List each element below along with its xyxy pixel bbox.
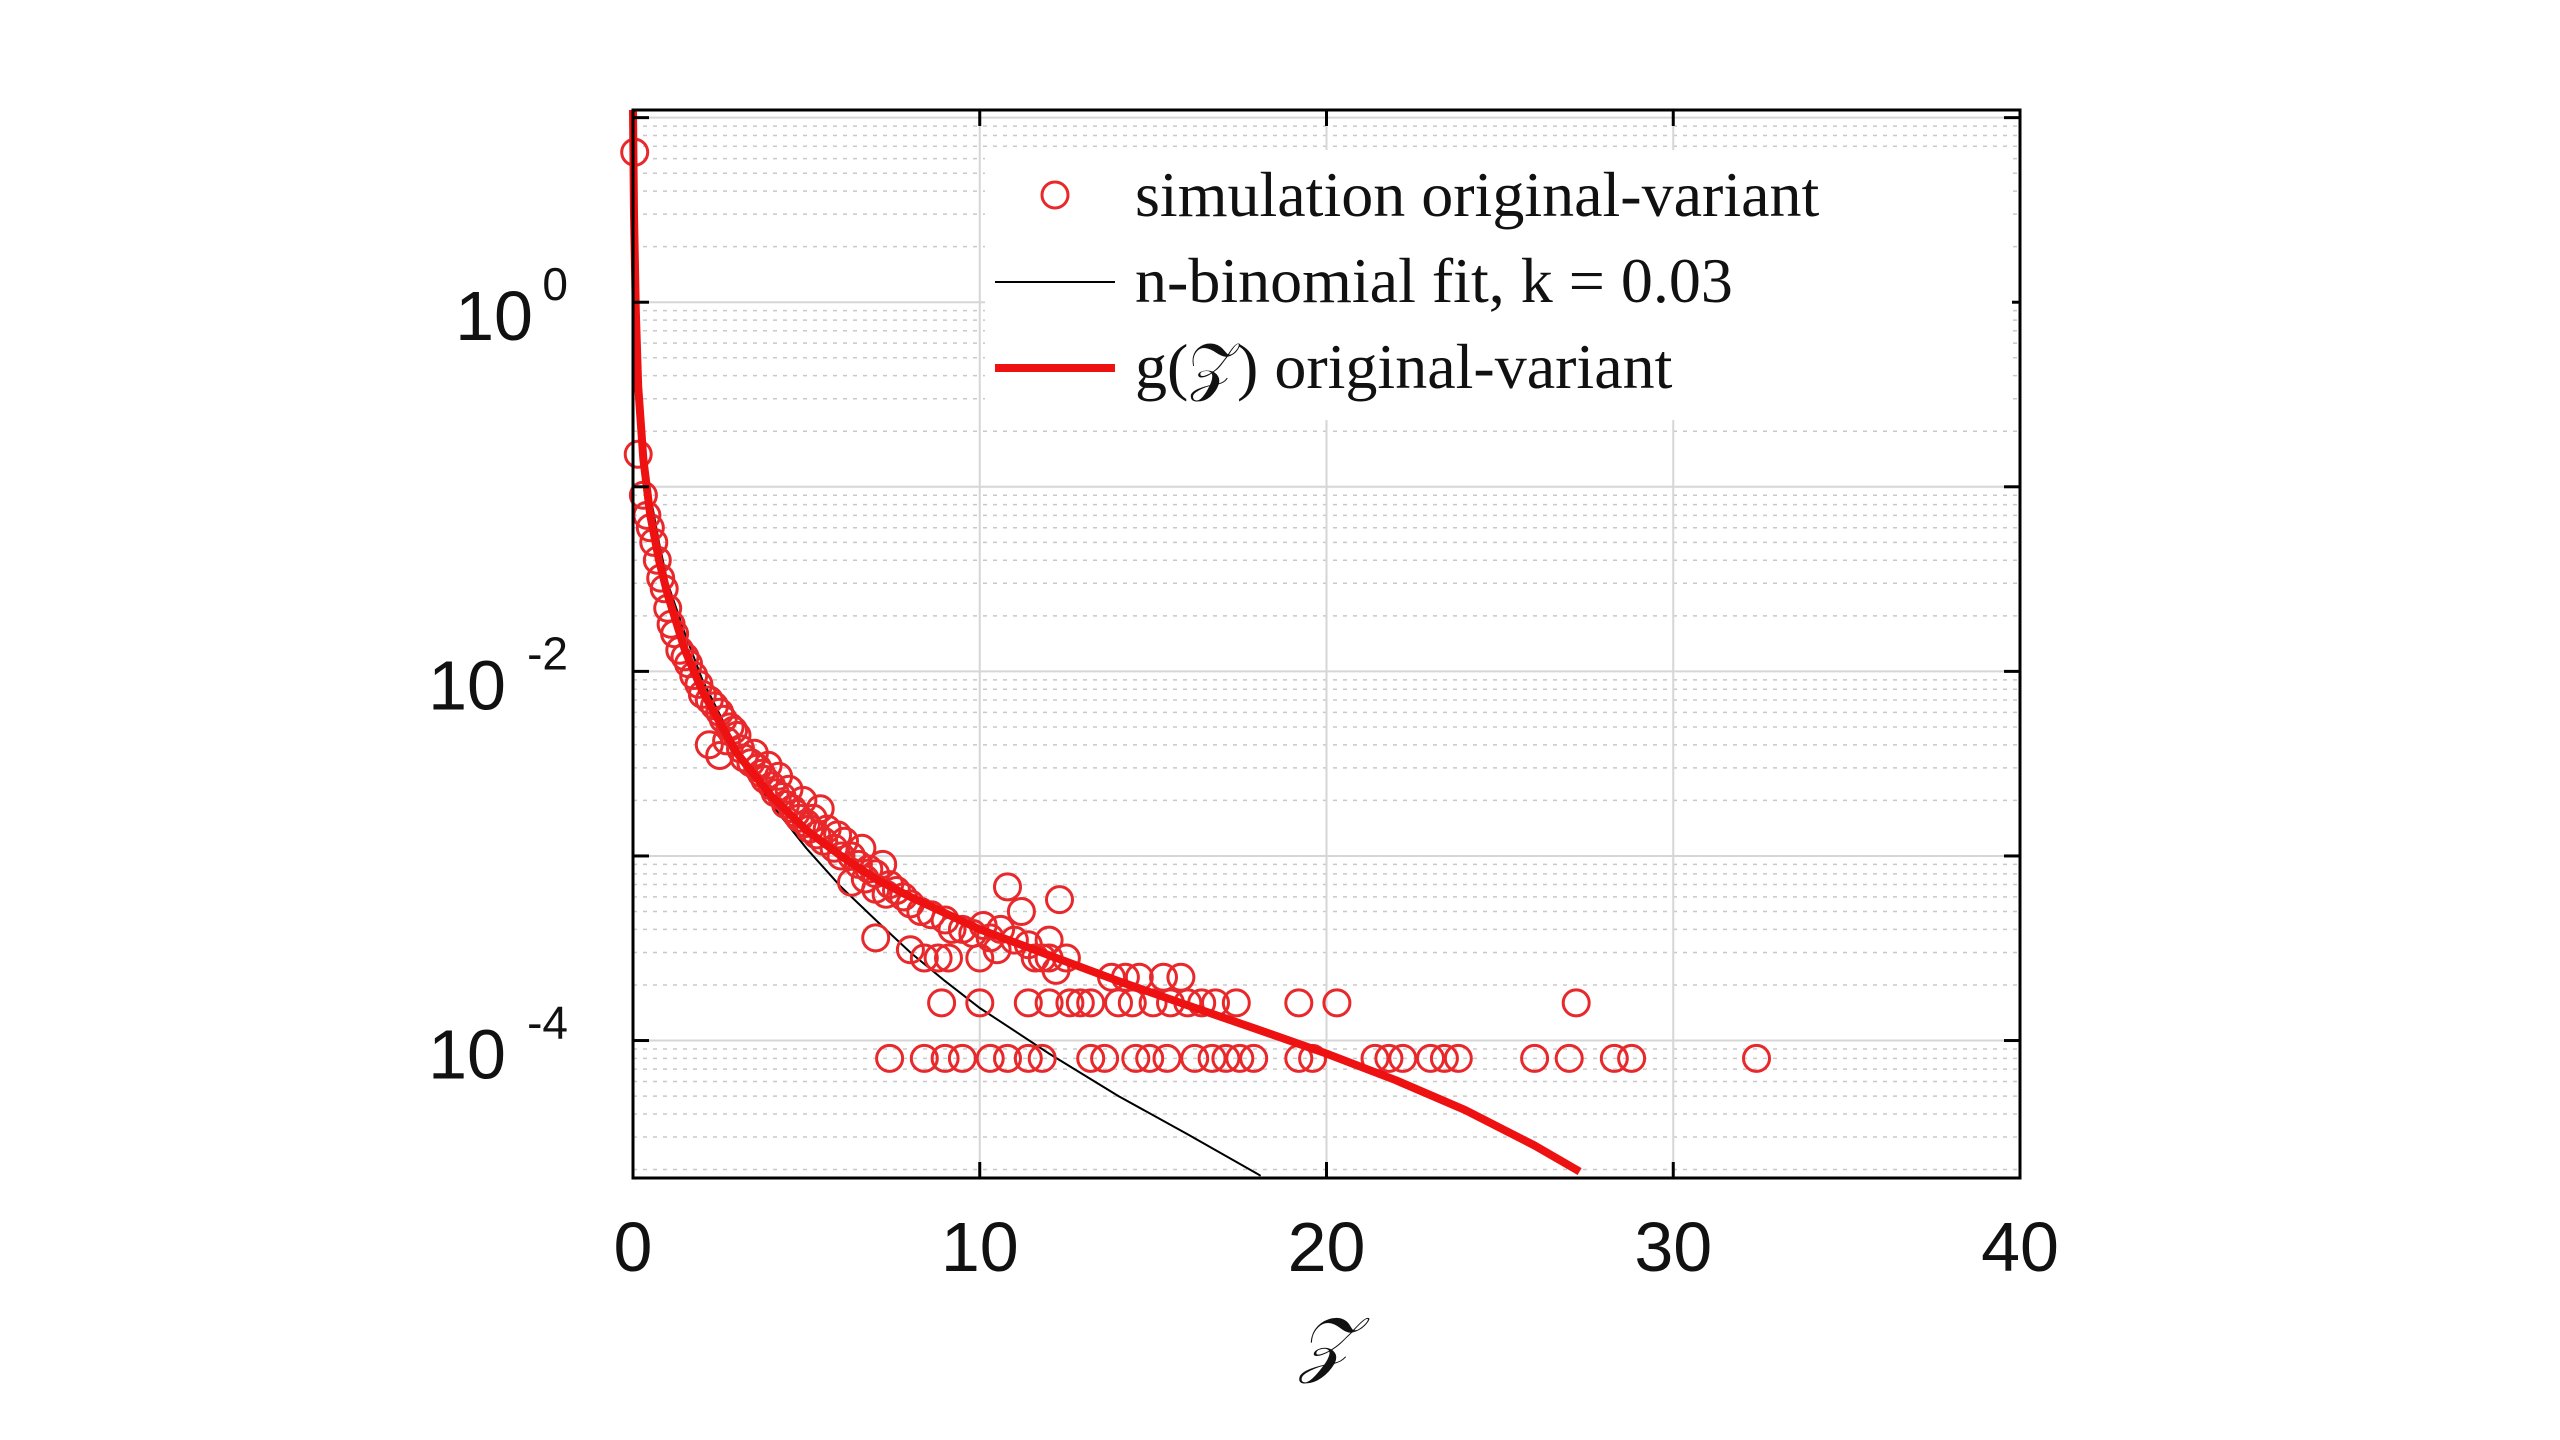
- data-point-simulation: [909, 1043, 939, 1073]
- data-point-simulation: [1045, 885, 1074, 915]
- data-point-simulation: [1374, 1043, 1404, 1073]
- y-tick-exponent: -2: [527, 627, 568, 679]
- data-point-simulation: [1180, 1043, 1210, 1073]
- y-tick-base: 10: [455, 277, 533, 355]
- y-tick-label-10e-2: 10 -2: [428, 627, 568, 724]
- data-point-simulation: [1166, 962, 1196, 992]
- x-tick-label-1: 10: [941, 1208, 1019, 1286]
- data-point-simulation: [753, 750, 783, 780]
- data-point-simulation: [1416, 1043, 1445, 1073]
- data-point-simulation: [923, 943, 953, 973]
- data-point-simulation: [927, 988, 957, 1018]
- data-point-simulation: [1239, 1043, 1269, 1073]
- data-point-simulation: [1221, 988, 1251, 1018]
- y-tick-exponent: 0: [542, 258, 568, 310]
- y-axis-tick-labels: 10 0 10 -2 10 -4: [428, 258, 568, 1093]
- data-point-simulation: [1034, 988, 1064, 1018]
- data-point-simulation: [694, 730, 724, 760]
- data-point-simulation: [1211, 1043, 1241, 1073]
- data-point-simulation: [1013, 988, 1043, 1018]
- data-point-simulation: [947, 1043, 977, 1073]
- data-point-simulation: [788, 785, 818, 815]
- data-point-simulation: [965, 988, 995, 1018]
- data-point-simulation: [993, 872, 1022, 902]
- data-point-simulation: [975, 1043, 1005, 1073]
- data-point-simulation: [909, 943, 939, 973]
- data-point-simulation: [1090, 1043, 1120, 1073]
- y-tick-base: 10: [428, 1016, 506, 1094]
- x-tick-label-3: 30: [1634, 1208, 1712, 1286]
- data-point-simulation: [1121, 1043, 1151, 1073]
- x-tick-label-2: 20: [1288, 1208, 1366, 1286]
- data-point-simulation: [1388, 1043, 1418, 1073]
- data-point-simulation: [1322, 988, 1352, 1018]
- plot-series: [620, 109, 1771, 1177]
- data-point-simulation: [861, 923, 891, 953]
- data-point-simulation: [805, 794, 835, 824]
- x-axis-tick-labels: 0 10 20 30 40: [614, 1208, 2059, 1286]
- legend-item-simulation: simulation original-variant: [1040, 159, 1820, 230]
- data-point-simulation: [826, 841, 856, 871]
- data-point-simulation: [1006, 897, 1036, 926]
- data-point-simulation: [965, 943, 995, 973]
- data-point-simulation: [934, 943, 963, 973]
- legend-item-nbinomial: n-binomial fit, k = 0.03: [995, 245, 1733, 316]
- data-point-simulation: [847, 833, 877, 863]
- data-point-simulation: [1617, 1043, 1647, 1073]
- y-tick-base: 10: [428, 646, 506, 724]
- series-line-g-original: [629, 109, 1582, 1176]
- data-point-simulation: [1520, 1043, 1550, 1073]
- data-point-simulation: [1225, 1043, 1255, 1073]
- data-point-simulation: [1027, 1043, 1057, 1073]
- legend-marker-open-circle: [1040, 180, 1070, 210]
- legend-label-simulation: simulation original-variant: [1135, 159, 1820, 230]
- data-point-simulation: [1561, 988, 1591, 1018]
- data-point-simulation: [1599, 1043, 1629, 1073]
- legend-item-g: g(𝒵) original-variant: [995, 331, 1673, 402]
- data-point-simulation: [1197, 1043, 1227, 1073]
- legend: simulation original-variant n-binomial f…: [985, 150, 2012, 420]
- data-point-simulation: [1443, 1043, 1473, 1073]
- legend-label-g-original: g(𝒵) original-variant: [1135, 331, 1673, 402]
- x-axis-label: 𝒵: [1297, 1304, 1370, 1384]
- data-point-simulation: [1554, 1043, 1584, 1073]
- data-point-simulation: [875, 1043, 905, 1073]
- data-point-simulation: [1152, 1043, 1182, 1073]
- legend-label-nbinomial-fit: n-binomial fit, k = 0.03: [1135, 245, 1733, 316]
- data-point-simulation: [1104, 988, 1133, 1018]
- y-tick-exponent: -4: [527, 997, 568, 1049]
- data-point-simulation: [1013, 1043, 1043, 1073]
- data-point-simulation: [823, 820, 853, 850]
- data-point-simulation: [895, 935, 925, 965]
- y-tick-label-10e0: 10 0: [455, 258, 568, 355]
- data-point-simulation: [1076, 1043, 1106, 1073]
- data-point-simulation: [1065, 988, 1095, 1018]
- data-point-simulation: [930, 1043, 960, 1073]
- data-point-simulation: [1742, 1043, 1771, 1073]
- legend-background: [985, 150, 2012, 420]
- data-point-simulation: [1135, 1043, 1165, 1073]
- data-point-simulation: [1076, 988, 1106, 1018]
- data-point-simulation: [1429, 1043, 1459, 1073]
- x-tick-label-4: 40: [1981, 1208, 2059, 1286]
- x-tick-label-0: 0: [614, 1208, 653, 1286]
- data-point-simulation: [1284, 988, 1314, 1018]
- y-tick-label-10e-4: 10 -4: [428, 997, 568, 1094]
- data-point-simulation: [993, 1043, 1022, 1073]
- data-point-simulation: [1055, 988, 1085, 1018]
